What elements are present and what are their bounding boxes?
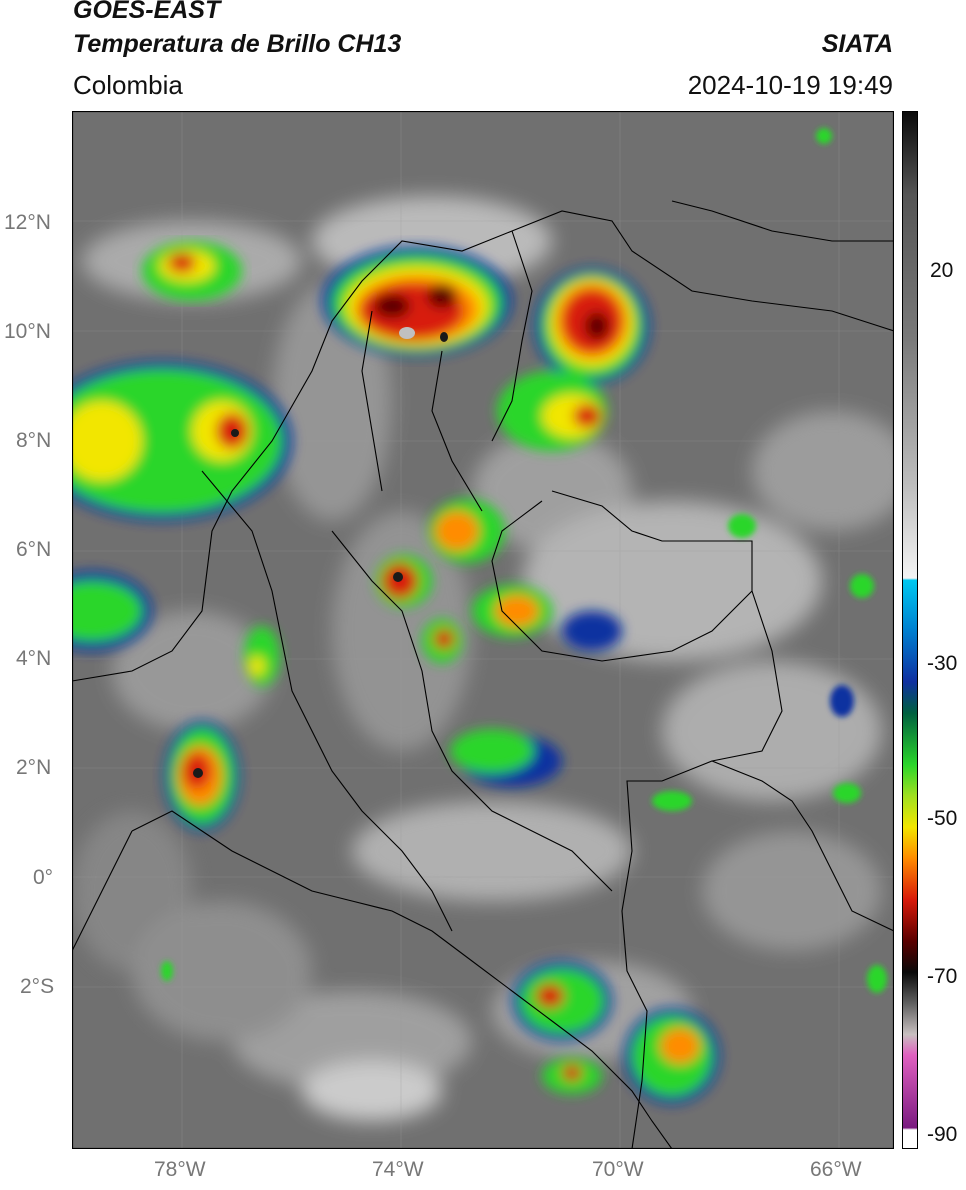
colorbar-tick-minus70: -70 — [927, 965, 958, 988]
lat-tick-0: 0° — [33, 866, 54, 889]
lat-tick-4n: 4°N — [16, 647, 52, 670]
colorbar-tick-minus90: -90 — [927, 1123, 958, 1146]
colorbar — [902, 111, 918, 1149]
lat-tick-10n: 10°N — [4, 320, 51, 343]
lon-tick-78w: 78°W — [154, 1158, 206, 1181]
colorbar-tick-minus50: -50 — [927, 807, 958, 830]
lat-tick-8n: 8°N — [16, 429, 52, 452]
lat-tick-2s: 2°S — [20, 975, 55, 998]
lat-tick-6n: 6°N — [16, 538, 52, 561]
satellite-map[interactable] — [72, 111, 894, 1149]
lat-tick-2n: 2°N — [16, 756, 52, 779]
satellite-title: GOES-EAST — [73, 0, 221, 24]
map-frame — [72, 111, 894, 1149]
colorbar-tick-20: 20 — [930, 259, 954, 282]
storm-cells — [72, 128, 887, 1104]
agency-label: SIATA — [821, 30, 893, 58]
region-label: Colombia — [73, 70, 183, 100]
lon-tick-66w: 66°W — [810, 1158, 862, 1181]
boundaries — [72, 200, 894, 1149]
lon-tick-70w: 70°W — [592, 1158, 644, 1181]
colorbar-tick-minus30: -30 — [927, 652, 958, 675]
lon-tick-74w: 74°W — [372, 1158, 424, 1181]
datetime-label: 2024-10-19 19:49 — [687, 70, 893, 100]
lat-tick-12n: 12°N — [4, 211, 51, 234]
product-title: Temperatura de Brillo CH13 — [73, 30, 402, 58]
